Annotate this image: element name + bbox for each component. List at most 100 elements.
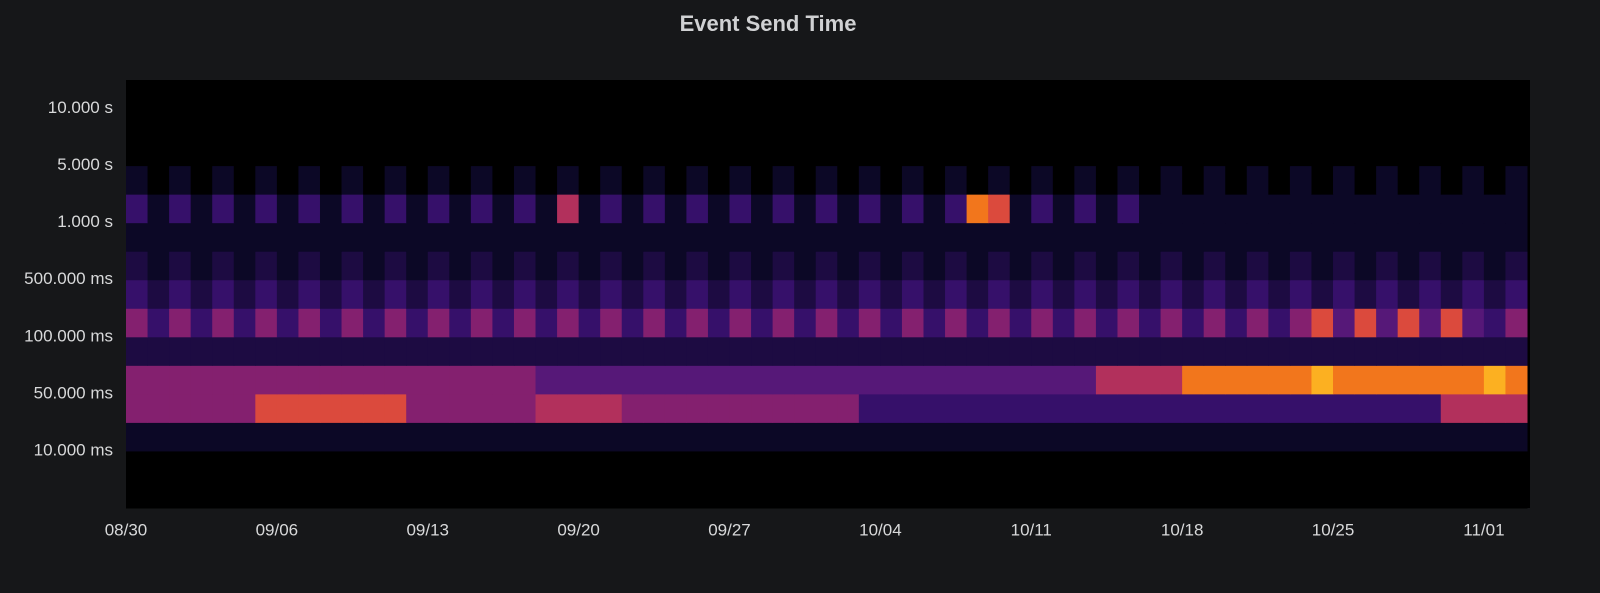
heat-cell xyxy=(276,479,299,509)
heat-cell xyxy=(255,450,278,480)
heat-cell xyxy=(1009,365,1032,395)
heat-cell xyxy=(880,251,903,281)
heat-cell xyxy=(815,365,838,395)
heat-cell xyxy=(837,222,860,252)
heat-cell xyxy=(1225,450,1248,480)
heat-cell xyxy=(1246,137,1269,167)
heat-cell xyxy=(729,279,752,309)
heat-cell xyxy=(794,336,817,366)
heat-cell xyxy=(233,137,256,167)
heat-cell xyxy=(1505,137,1528,167)
heat-cell xyxy=(794,194,817,224)
heat-cell xyxy=(1333,279,1356,309)
heat-cell xyxy=(1419,308,1442,338)
heat-cell xyxy=(147,393,170,423)
heat-cell xyxy=(1268,479,1291,509)
heat-cell xyxy=(1376,422,1399,452)
heat-cell xyxy=(276,279,299,309)
heat-cell xyxy=(901,336,924,366)
heat-cell xyxy=(449,422,472,452)
heat-cell xyxy=(858,279,881,309)
heat-cell xyxy=(535,251,558,281)
heat-cell xyxy=(470,308,493,338)
heat-cell xyxy=(686,393,709,423)
heat-cell xyxy=(319,137,343,167)
heat-cell xyxy=(492,137,515,167)
heat-cell xyxy=(1052,308,1075,338)
heat-cell xyxy=(363,450,386,480)
heat-cell xyxy=(341,194,364,224)
heat-cell xyxy=(190,308,213,338)
heat-cell xyxy=(578,165,601,195)
heat-cell xyxy=(664,108,687,138)
heat-cell xyxy=(1095,194,1118,224)
heat-cell xyxy=(1289,479,1312,509)
heat-cell xyxy=(945,365,968,395)
heat-cell xyxy=(1440,479,1463,509)
heat-cell xyxy=(837,165,860,195)
heat-cell xyxy=(1225,108,1248,138)
heat-cell xyxy=(729,108,752,138)
heat-cell xyxy=(1225,393,1248,423)
heat-cell xyxy=(1376,251,1399,281)
heat-cell xyxy=(427,279,450,309)
heat-cell xyxy=(169,365,192,395)
heat-cell xyxy=(1311,194,1334,224)
heat-cell xyxy=(449,393,472,423)
heat-cell xyxy=(815,222,838,252)
heat-cell xyxy=(988,251,1011,281)
heat-cell xyxy=(1289,251,1312,281)
heat-cell xyxy=(945,222,968,252)
heat-cell xyxy=(794,251,817,281)
heat-cell xyxy=(1505,450,1528,480)
heat-cell xyxy=(1203,336,1226,366)
heat-cell xyxy=(1440,108,1463,138)
heat-cell xyxy=(319,251,343,281)
heat-cell xyxy=(988,450,1011,480)
heat-cell xyxy=(363,222,386,252)
heat-cell xyxy=(837,279,860,309)
heat-cell xyxy=(557,308,580,338)
heat-cell xyxy=(1009,165,1032,195)
heat-cell xyxy=(945,165,968,195)
heat-cell xyxy=(190,194,213,224)
heat-cell xyxy=(988,279,1011,309)
heat-cell xyxy=(901,194,924,224)
heat-cell xyxy=(707,194,731,224)
heat-cell xyxy=(1397,194,1420,224)
heat-cell xyxy=(901,80,924,110)
heat-cell xyxy=(880,365,903,395)
heat-cell xyxy=(557,222,580,252)
heat-cell xyxy=(1203,108,1226,138)
heat-cell xyxy=(1311,108,1334,138)
heat-cell xyxy=(578,393,601,423)
heat-cell xyxy=(1246,251,1269,281)
heat-cell xyxy=(513,336,537,366)
heat-cell xyxy=(1031,450,1054,480)
heat-cell xyxy=(1289,222,1312,252)
heat-cell xyxy=(794,308,817,338)
heat-cell xyxy=(535,422,558,452)
heat-cell xyxy=(1397,108,1420,138)
heat-cell xyxy=(1333,80,1356,110)
heat-cell xyxy=(557,165,580,195)
heat-cell xyxy=(1462,336,1485,366)
heat-cell xyxy=(1203,365,1226,395)
heat-cell xyxy=(319,308,343,338)
heat-cell xyxy=(600,308,623,338)
heat-cell xyxy=(212,336,235,366)
heat-cell xyxy=(535,479,558,509)
heat-cell xyxy=(449,479,472,509)
heat-cell xyxy=(1225,251,1248,281)
heat-cell xyxy=(945,393,968,423)
heat-cell xyxy=(406,80,429,110)
heat-cell xyxy=(319,450,343,480)
heat-cell xyxy=(298,336,321,366)
heat-cell xyxy=(535,308,558,338)
heat-cell xyxy=(233,308,256,338)
heat-cell xyxy=(1354,137,1377,167)
heat-cell xyxy=(923,194,946,224)
heat-cell xyxy=(1031,308,1054,338)
heat-cell xyxy=(427,393,450,423)
heat-cell xyxy=(427,222,450,252)
